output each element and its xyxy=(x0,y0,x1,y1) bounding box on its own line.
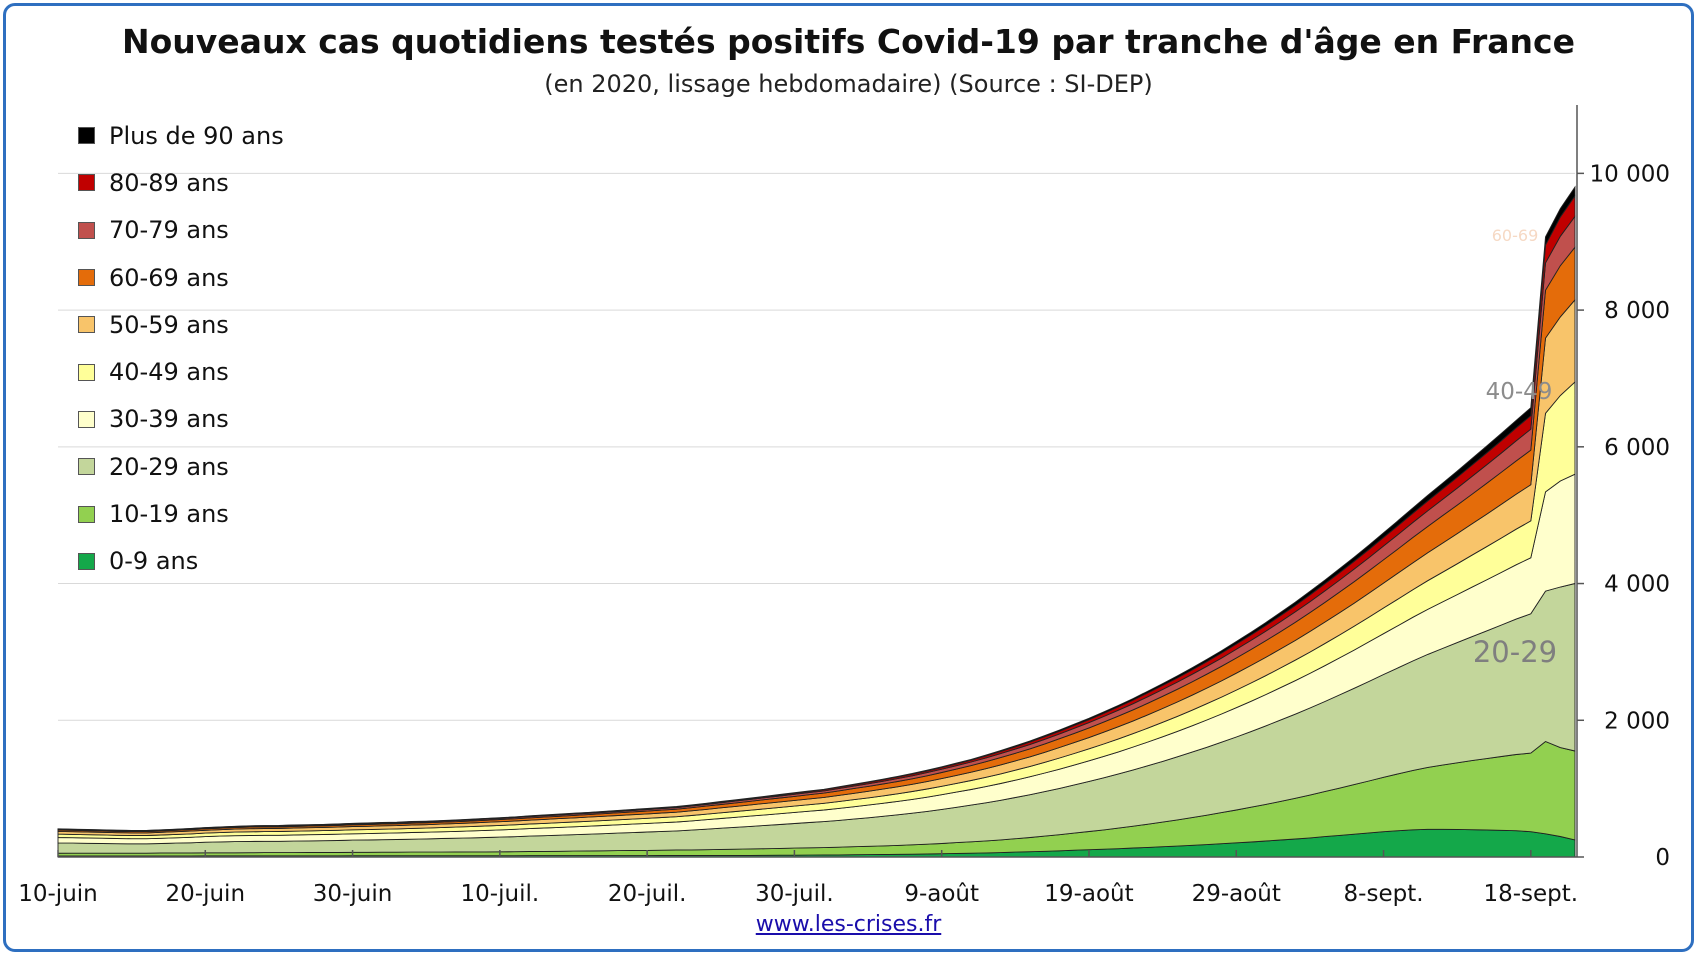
chart-subtitle: (en 2020, lissage hebdomadaire) (Source … xyxy=(544,70,1153,98)
area-series xyxy=(57,185,1576,858)
area-annotations: 60-69 40-49 20-29 xyxy=(1473,226,1557,669)
y-tick-label: 8 000 xyxy=(1604,298,1670,324)
legend-swatch xyxy=(78,363,95,381)
x-tick-label: 10-juin xyxy=(18,881,98,907)
y-tick-labels: 0 2 000 4 000 6 000 8 000 10 000 xyxy=(1590,161,1670,871)
legend-label: Plus de 90 ans xyxy=(109,121,284,150)
legend-swatch xyxy=(78,410,95,428)
legend-label: 70-79 ans xyxy=(109,216,229,245)
legend-label: 60-69 ans xyxy=(109,263,229,292)
axes xyxy=(57,105,1584,858)
legend-label: 30-39 ans xyxy=(109,405,229,434)
area-plus-de-90-ans xyxy=(57,185,1576,831)
annotation-60-69: 60-69 xyxy=(1492,226,1539,245)
legend-label: 50-59 ans xyxy=(109,310,229,339)
x-tick-label: 30-juin xyxy=(313,881,393,907)
y-tick-label: 4 000 xyxy=(1604,572,1670,598)
legend-item: 80-89 ans xyxy=(78,159,284,206)
legend-item: 0-9 ans xyxy=(78,538,284,585)
annotation-40-49: 40-49 xyxy=(1486,379,1553,405)
x-tick-label: 20-juin xyxy=(166,881,246,907)
legend-item: 50-59 ans xyxy=(78,301,284,348)
x-tick-labels: 10-juin 20-juin 30-juin 10-juil. 20-juil. 30-… xyxy=(18,881,1578,907)
y-tick-label: 0 xyxy=(1655,845,1670,871)
x-tick-label: 18-sept. xyxy=(1483,881,1578,907)
legend-label: 80-89 ans xyxy=(109,168,229,197)
y-tick-label: 2 000 xyxy=(1604,708,1670,734)
legend-item: 60-69 ans xyxy=(78,254,284,301)
x-tick-label: 8-sept. xyxy=(1344,881,1424,907)
legend-label: 10-19 ans xyxy=(109,500,229,529)
legend-item: Plus de 90 ans xyxy=(78,112,284,159)
legend: Plus de 90 ans 80-89 ans 70-79 ans 60-69 an… xyxy=(78,112,284,585)
x-tick-label: 29-août xyxy=(1192,881,1281,907)
legend-swatch xyxy=(78,552,95,570)
legend-label: 40-49 ans xyxy=(109,358,229,387)
legend-item: 20-29 ans xyxy=(78,443,284,490)
y-tick-label: 10 000 xyxy=(1590,161,1670,187)
legend-label: 20-29 ans xyxy=(109,452,229,481)
legend-swatch xyxy=(78,174,95,192)
x-tick-label: 30-juil. xyxy=(755,881,834,907)
legend-swatch xyxy=(78,316,95,334)
legend-item: 10-19 ans xyxy=(78,490,284,537)
x-tick-label: 20-juil. xyxy=(608,881,687,907)
legend-item: 40-49 ans xyxy=(78,348,284,395)
legend-item: 30-39 ans xyxy=(78,396,284,443)
x-tick-label: 9-août xyxy=(904,881,979,907)
y-tick-label: 6 000 xyxy=(1604,435,1670,461)
legend-label: 0-9 ans xyxy=(109,547,199,576)
x-tick-label: 19-août xyxy=(1044,881,1133,907)
legend-swatch xyxy=(78,127,95,145)
chart-title: Nouveaux cas quotidiens testés positifs … xyxy=(122,22,1575,61)
legend-swatch xyxy=(78,269,95,287)
x-tick-label: 10-juil. xyxy=(461,881,540,907)
source-link[interactable]: www.les-crises.fr xyxy=(755,912,942,937)
legend-swatch xyxy=(78,505,95,523)
legend-swatch xyxy=(78,458,95,476)
legend-swatch xyxy=(78,221,95,239)
annotation-20-29: 20-29 xyxy=(1473,635,1557,669)
legend-item: 70-79 ans xyxy=(78,207,284,254)
